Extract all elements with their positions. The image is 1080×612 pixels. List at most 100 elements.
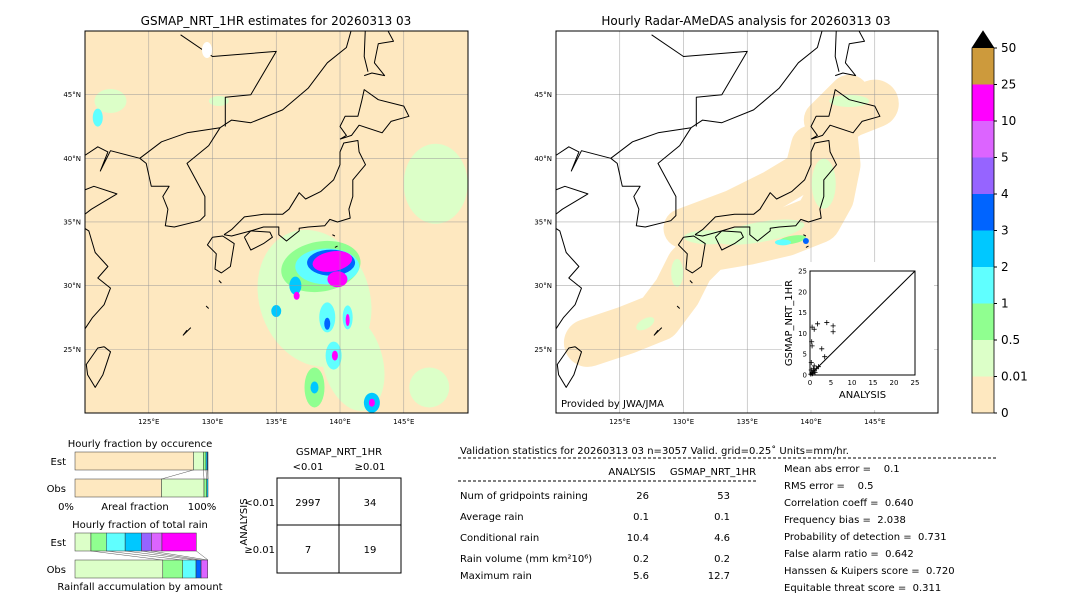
rain-area: [208, 96, 229, 107]
fraction-segment: [124, 532, 142, 552]
coastline: [689, 280, 693, 284]
left-map-frame: [84, 30, 469, 414]
coastline: [206, 235, 235, 274]
stats-gsmap-value: 12.7: [708, 571, 730, 582]
scatter-point: [809, 339, 815, 345]
colorbar-segment: [972, 376, 994, 413]
rain-area: [92, 108, 103, 127]
y-tick-label: 0: [803, 372, 807, 380]
fraction-segment: [206, 478, 209, 498]
contingency-cell: 19: [364, 545, 377, 556]
scatter-inset: 00 5 5 10 10 15 15 20 20 25 25 ANALYSIS GSMAP_NRT_1H…: [782, 262, 934, 410]
x-tick-label: 5: [829, 379, 833, 387]
fraction-segment: [141, 532, 152, 552]
stats-row-label: Maximum rain: [460, 571, 532, 582]
lon-tick-label: 140°E: [329, 418, 350, 426]
stats-gsmap-value: 53: [717, 491, 730, 502]
colorbar-label: 10: [1001, 114, 1016, 128]
colorbar-segment: [972, 157, 994, 194]
fraction-connector: [161, 469, 194, 480]
coastline: [364, 31, 394, 77]
colorbar-label: 4: [1001, 187, 1009, 201]
y-tick-label: 20: [798, 288, 807, 296]
y-tick-label: 5: [803, 351, 807, 359]
axis-min-label: 0%: [58, 502, 74, 513]
rain-area: [345, 313, 350, 326]
stats-row-label: Rain volume (mm km²10⁶): [460, 554, 592, 565]
fraction-connector: [205, 469, 207, 480]
colorbar-frame: [971, 30, 995, 414]
scatter-point: [830, 323, 836, 329]
colorbar-segment: [972, 230, 994, 267]
colorbar-label: 2: [1001, 260, 1009, 274]
rain-area: [293, 291, 300, 300]
coastline: [219, 31, 352, 129]
coastline: [677, 235, 706, 274]
contingency-row-label: ≥0.01: [244, 545, 275, 556]
colorbar-label: 3: [1001, 224, 1009, 238]
contingency-cell: 7: [305, 545, 311, 556]
stats-gsmap-value: 0.2: [714, 554, 730, 565]
fraction-segment: [106, 532, 126, 552]
rain-area: [802, 238, 809, 245]
colorbar-label: 0.01: [1001, 370, 1028, 384]
coastline: [690, 31, 823, 129]
coastline: [556, 346, 582, 388]
axis-max-label: 100%: [188, 502, 217, 513]
colorbar-segment: [972, 48, 994, 85]
lon-tick-label: 145°E: [864, 418, 885, 426]
stats-gsmap-value: 0.1: [714, 512, 730, 523]
rain-area: [368, 398, 375, 407]
stats-score: False alarm ratio = 0.642: [784, 549, 914, 560]
rain-area: [409, 367, 450, 408]
scatter-ylabel: GSMAP_NRT_1HR: [784, 280, 795, 366]
coastline: [139, 127, 221, 228]
lon-tick-label: 145°E: [393, 418, 414, 426]
coastline: [651, 34, 748, 127]
colorbar-segment: [972, 84, 994, 121]
fraction-segment: [193, 451, 204, 471]
coastline: [139, 127, 221, 159]
rain-area: [327, 271, 348, 288]
bar-row-label: Est: [51, 457, 67, 468]
stats-analysis-value: 5.6: [633, 571, 649, 582]
rain-area: [636, 317, 655, 331]
lat-tick-label: 25°N: [534, 346, 552, 354]
stats-row-label: Average rain: [460, 512, 524, 523]
stats-analysis-value: 0.1: [633, 512, 649, 523]
analysis-coverage-area: [663, 125, 831, 249]
coastline: [676, 305, 681, 309]
scatter-point: [819, 346, 825, 352]
colorbar-label: 0: [1001, 406, 1009, 420]
one-to-one-line: [809, 270, 916, 376]
right-map-frame: [555, 30, 939, 414]
colorbar-segment: [972, 303, 994, 340]
lat-tick-label: 40°N: [63, 155, 81, 163]
y-tick-label: 15: [798, 309, 807, 317]
lon-tick-label: 130°E: [202, 418, 223, 426]
scatter-point: [808, 367, 814, 373]
coastline: [223, 140, 366, 242]
colorbar-extend-arrow: [972, 31, 994, 48]
missing-data-area: [202, 42, 212, 58]
lon-tick-label: 125°E: [609, 418, 630, 426]
stats-score: Probability of detection = 0.731: [784, 532, 947, 543]
scatter-point: [811, 326, 817, 332]
right-map-ticks: 125°E 130°E 135°E 140°E 145°E 45°N 40°N 35°N 30°…: [534, 91, 885, 426]
stats-title: Validation statistics for 20260313 03 n=…: [460, 445, 849, 457]
fraction-segment: [203, 478, 207, 498]
fraction-connector: [196, 550, 209, 561]
coastline: [85, 146, 140, 330]
coastline: [205, 305, 210, 309]
fraction-segment: [207, 451, 209, 471]
occurrence-xlabel: Areal fraction: [101, 502, 168, 513]
contingency-row-title: ANALYSIS: [239, 498, 250, 545]
lat-tick-label: 30°N: [63, 282, 81, 290]
fraction-segment: [200, 559, 208, 579]
colorbar-label: 5: [1001, 151, 1009, 165]
y-tick-label: 25: [798, 268, 807, 276]
coastline: [85, 346, 111, 388]
fraction-segment: [74, 532, 92, 552]
contingency-column-label: <0.01: [293, 462, 324, 473]
lon-tick-label: 135°E: [737, 418, 758, 426]
